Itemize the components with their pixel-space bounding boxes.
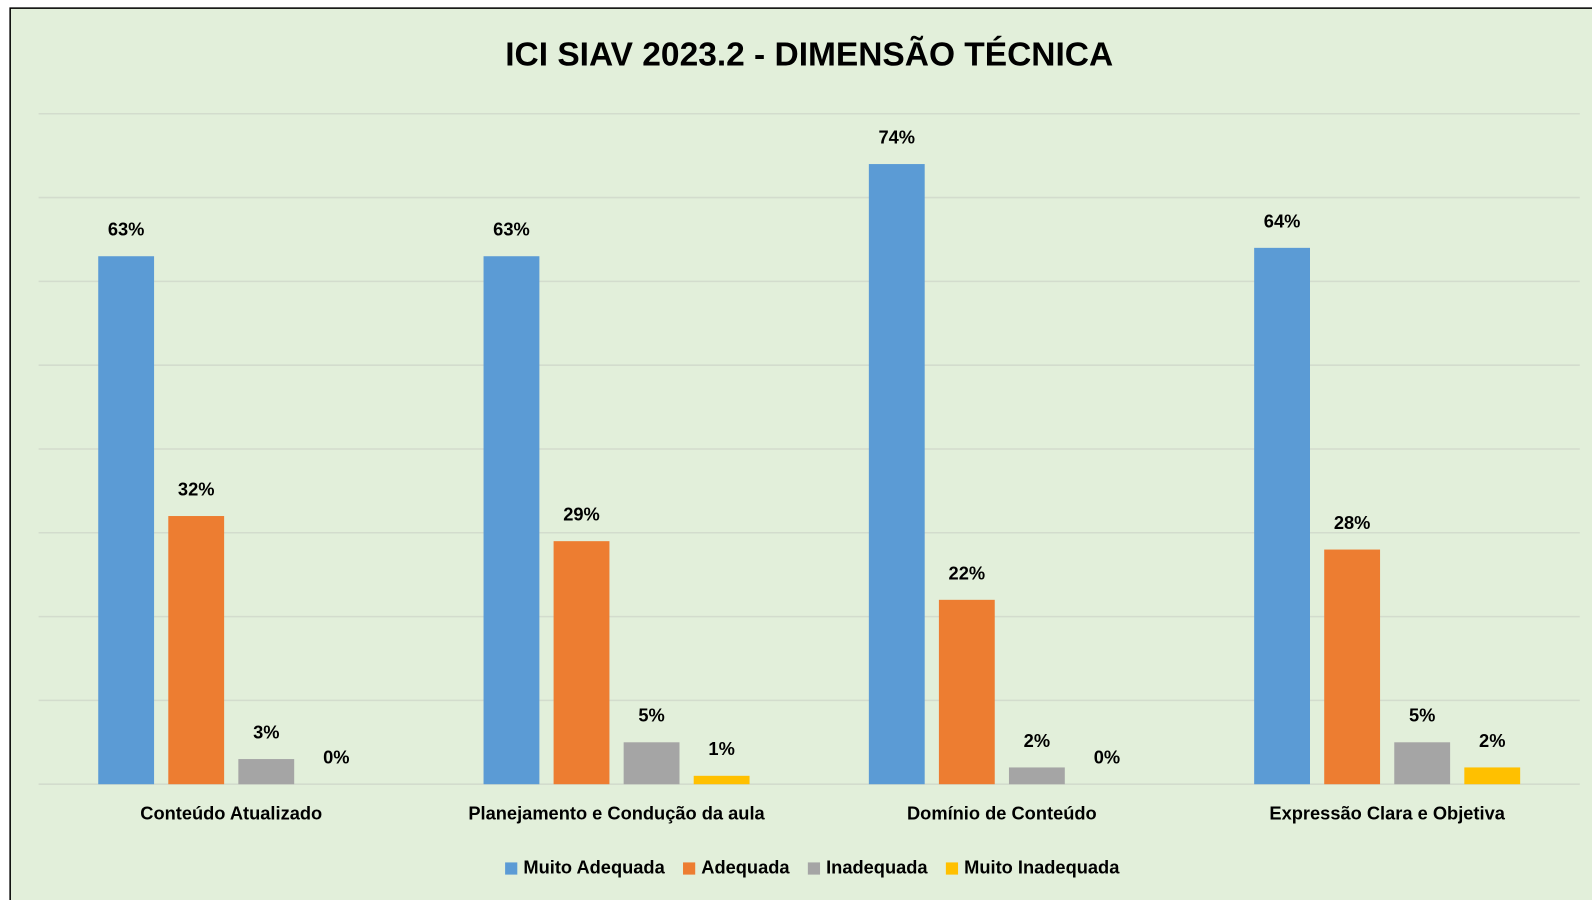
legend-swatch xyxy=(807,862,821,875)
data-label: 22% xyxy=(949,562,986,583)
legend-label: Muito Inadequada xyxy=(964,856,1120,877)
bar xyxy=(98,256,155,785)
legend-label: Adequada xyxy=(701,856,790,877)
bar xyxy=(1008,767,1065,785)
bar xyxy=(623,742,680,785)
data-label: 3% xyxy=(253,721,279,742)
bar xyxy=(553,541,610,785)
data-label: 63% xyxy=(108,219,145,240)
data-label: 0% xyxy=(323,747,349,768)
data-label: 5% xyxy=(638,705,664,726)
bar xyxy=(693,775,750,785)
data-label: 63% xyxy=(493,219,530,240)
legend-label: Inadequada xyxy=(826,856,928,877)
data-label: 2% xyxy=(1024,730,1050,751)
bar xyxy=(483,256,540,785)
bar xyxy=(938,599,995,785)
bar xyxy=(1394,742,1451,785)
bar xyxy=(868,164,925,785)
legend-swatch xyxy=(505,862,518,875)
data-label: 28% xyxy=(1334,512,1371,533)
legend-label: Muito Adequada xyxy=(523,856,665,877)
legend-swatch xyxy=(945,862,959,875)
bar xyxy=(238,759,295,785)
data-label: 32% xyxy=(178,478,215,499)
x-tick-label: Expressão Clara e Objetiva xyxy=(1269,802,1505,823)
data-label: 74% xyxy=(878,126,915,147)
legend-swatch xyxy=(683,862,696,875)
bar xyxy=(1324,549,1381,785)
x-tick-label: Planejamento e Condução da aula xyxy=(468,802,765,823)
data-label: 64% xyxy=(1264,210,1301,231)
x-tick-label: Conteúdo Atualizado xyxy=(140,802,322,823)
data-label: 1% xyxy=(708,738,734,759)
chart-title: ICI SIAV 2023.2 - DIMENSÃO TÉCNICA xyxy=(505,36,1113,74)
x-tick-label: Domínio de Conteúdo xyxy=(907,802,1097,823)
bar xyxy=(1464,767,1521,785)
bar xyxy=(168,516,225,785)
bar xyxy=(1254,247,1310,785)
data-label: 5% xyxy=(1409,705,1435,726)
data-label: 0% xyxy=(1094,747,1120,768)
data-label: 29% xyxy=(563,504,600,525)
data-label: 2% xyxy=(1479,730,1505,751)
